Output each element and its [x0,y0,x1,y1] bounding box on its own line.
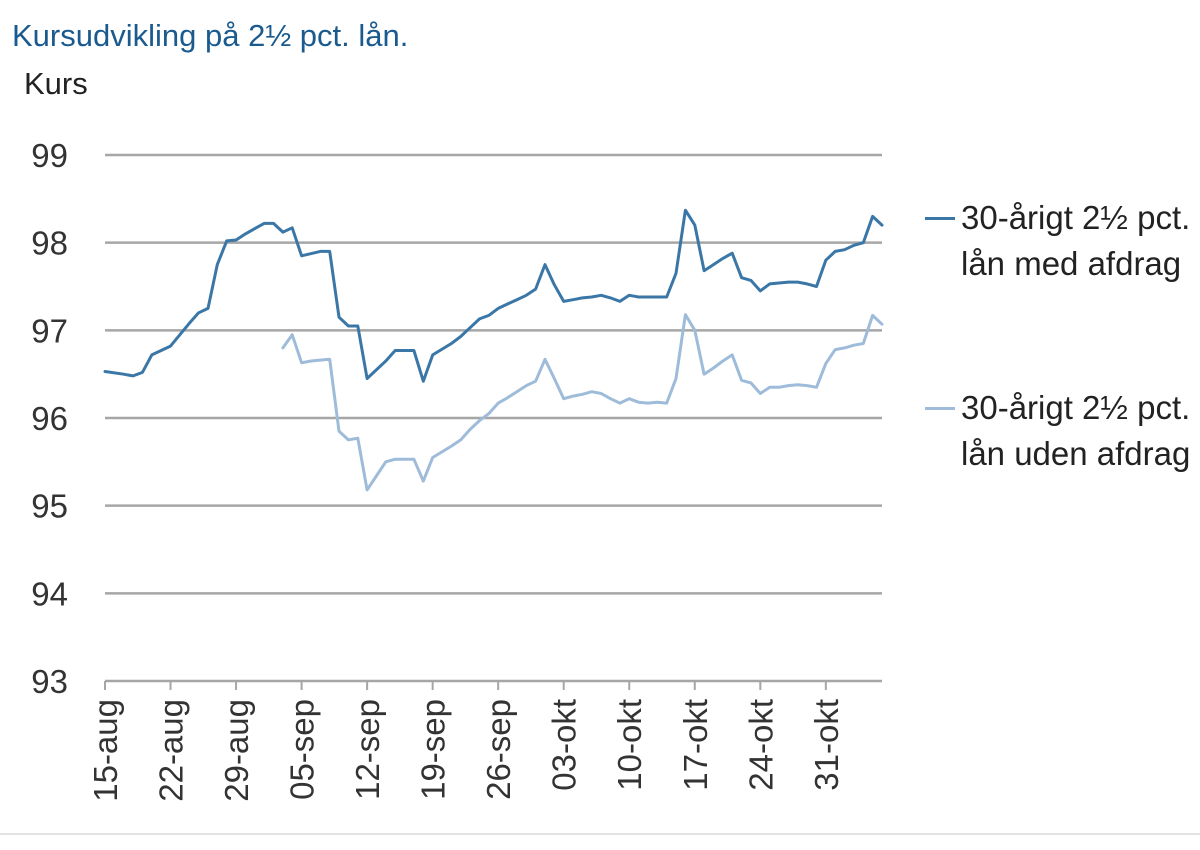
x-tick-label-24-okt: 24-okt [742,699,779,791]
legend-swatch-uden-afdrag [925,407,955,410]
y-axis-label: Kurs [24,66,88,101]
y-tick-label-94: 94 [31,575,68,612]
x-tick-label-19-sep: 19-sep [415,699,452,800]
legend-label-med-afdrag: 30-årigt 2½ pct. lån med afdrag [961,199,1191,282]
x-tick-label-29-aug: 29-aug [218,699,255,802]
bottom-divider [0,833,1200,835]
x-tick-label-05-sep: 05-sep [284,699,321,800]
y-tick-label-97: 97 [31,312,68,349]
x-tick-label-15-aug: 15-aug [87,699,124,802]
x-tick-label-31-okt: 31-okt [808,699,845,791]
chart-title: Kursudvikling på 2½ pct. lån. [12,18,409,53]
y-tick-label-99: 99 [31,137,68,174]
x-tick-label-10-okt: 10-okt [611,699,648,791]
y-tick-label-95: 95 [31,488,68,525]
y-tick-label-98: 98 [31,225,68,262]
x-tick-label-26-sep: 26-sep [480,699,517,800]
y-tick-label-96: 96 [31,400,68,437]
x-tick-label-03-okt: 03-okt [546,699,583,791]
series-line-uden-afdrag [281,313,884,492]
y-tick-label-93: 93 [31,663,68,700]
x-tick-label-17-okt: 17-okt [677,699,714,791]
legend-label-uden-afdrag: 30-årigt 2½ pct. lån uden afdrag [961,389,1191,472]
x-tick-label-12-sep: 12-sep [349,699,386,800]
legend-swatch-med-afdrag [925,217,955,220]
series-line-med-afdrag [103,208,884,383]
x-tick-label-22-aug: 22-aug [153,699,190,802]
